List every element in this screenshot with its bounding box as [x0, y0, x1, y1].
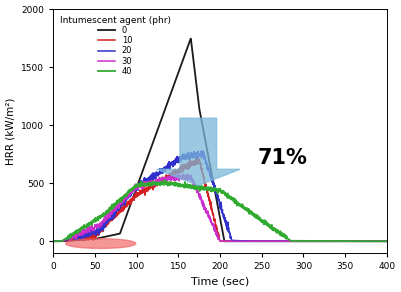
10	[68, 238, 73, 241]
0	[188, 37, 193, 40]
0	[68, 239, 73, 242]
0	[375, 239, 380, 243]
20	[213, 191, 218, 194]
40	[385, 239, 389, 243]
30	[314, 239, 318, 243]
40	[375, 239, 380, 243]
0	[51, 239, 56, 243]
0	[205, 146, 209, 150]
40	[51, 239, 56, 243]
30	[180, 172, 185, 176]
40	[375, 239, 380, 243]
20	[314, 239, 318, 243]
40	[162, 178, 167, 182]
20	[205, 161, 209, 165]
Line: 20: 20	[53, 151, 387, 241]
10	[314, 239, 318, 243]
10	[51, 239, 56, 243]
10	[375, 239, 380, 243]
Polygon shape	[157, 118, 240, 185]
40	[205, 185, 209, 189]
30	[385, 239, 389, 243]
30	[205, 210, 209, 214]
20	[51, 239, 56, 243]
40	[68, 233, 73, 237]
10	[193, 156, 198, 159]
Y-axis label: HRR (kW/m²): HRR (kW/m²)	[6, 97, 16, 165]
10	[385, 239, 389, 243]
10	[375, 239, 380, 243]
0	[314, 239, 318, 243]
20	[195, 149, 200, 153]
30	[375, 239, 380, 243]
Line: 40: 40	[53, 180, 387, 241]
Line: 0: 0	[53, 39, 387, 241]
0	[385, 239, 389, 243]
10	[205, 188, 209, 191]
20	[385, 239, 389, 243]
20	[375, 239, 380, 243]
Text: 71%: 71%	[257, 148, 308, 168]
40	[314, 239, 318, 243]
Legend: 0, 10, 20, 30, 40: 0, 10, 20, 30, 40	[57, 13, 173, 79]
Circle shape	[66, 239, 136, 248]
30	[51, 239, 56, 243]
20	[375, 239, 380, 243]
0	[213, 193, 218, 197]
0	[375, 239, 380, 243]
Line: 30: 30	[53, 174, 387, 241]
Line: 10: 10	[53, 157, 387, 241]
40	[213, 186, 218, 190]
10	[213, 223, 218, 226]
30	[375, 239, 380, 243]
20	[68, 237, 73, 241]
30	[68, 237, 73, 240]
30	[213, 230, 218, 233]
X-axis label: Time (sec): Time (sec)	[191, 277, 249, 286]
